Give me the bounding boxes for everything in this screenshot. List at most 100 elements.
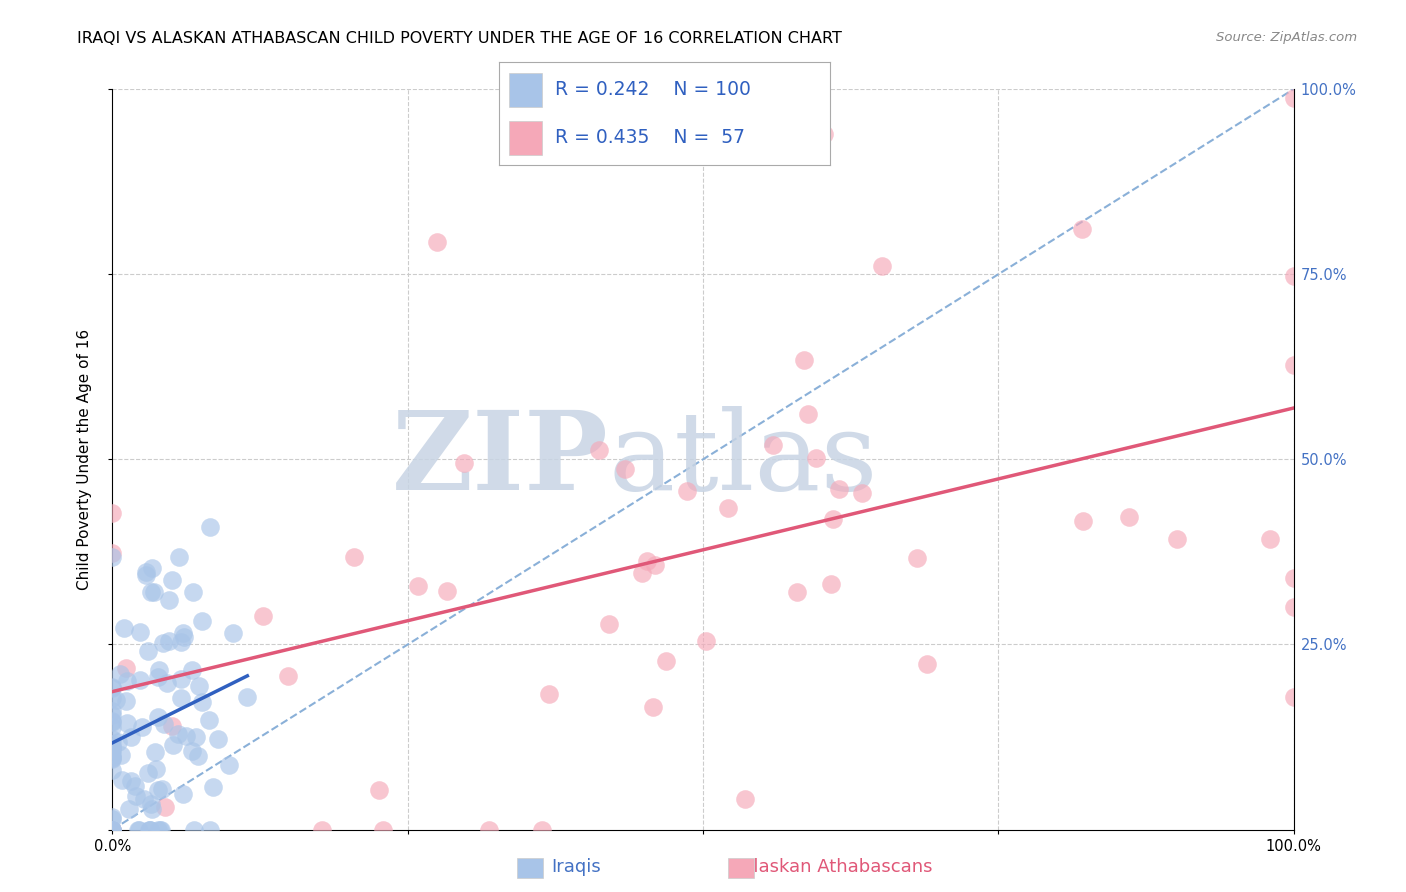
Point [101, 720, 124, 734]
Point [870, 259, 893, 273]
Point [101, 822, 124, 837]
Point [152, 782, 174, 797]
Point [636, 553, 658, 567]
Y-axis label: Child Poverty Under the Age of 16: Child Poverty Under the Age of 16 [77, 329, 93, 590]
Point [101, 810, 124, 824]
Point [174, 729, 197, 743]
Point [191, 695, 214, 709]
Point [172, 787, 194, 801]
Point [172, 626, 194, 640]
Point [1282, 91, 1305, 105]
Point [101, 708, 124, 723]
Point [311, 822, 333, 837]
Point [167, 727, 190, 741]
Point [167, 549, 190, 564]
Point [101, 740, 124, 755]
Point [851, 486, 873, 500]
Point [187, 748, 209, 763]
Point [1282, 358, 1305, 372]
Point [796, 408, 818, 422]
Point [139, 822, 162, 837]
Point [120, 730, 142, 744]
Point [828, 483, 851, 497]
Point [184, 730, 207, 744]
Point [138, 765, 160, 780]
Point [183, 822, 205, 837]
Point [1073, 514, 1095, 528]
Point [813, 127, 835, 141]
Point [143, 585, 166, 599]
Point [101, 546, 124, 560]
Point [695, 633, 717, 648]
Point [124, 779, 146, 793]
Point [277, 669, 299, 683]
Text: atlas: atlas [609, 406, 879, 513]
Point [170, 691, 193, 706]
Point [101, 751, 124, 765]
Point [101, 680, 124, 694]
Point [343, 549, 366, 564]
Point [101, 822, 124, 837]
Point [153, 799, 176, 814]
Point [111, 772, 134, 787]
Point [141, 802, 163, 816]
Point [101, 506, 124, 520]
Text: ZIP: ZIP [392, 406, 609, 513]
Point [132, 792, 155, 806]
Point [252, 608, 274, 623]
Point [200, 520, 222, 534]
Point [101, 822, 124, 837]
Point [1258, 532, 1281, 546]
Point [588, 442, 610, 457]
Point [478, 822, 501, 837]
Point [141, 561, 163, 575]
Point [160, 573, 183, 587]
Point [181, 663, 204, 677]
Point [236, 690, 259, 704]
Point [101, 764, 124, 778]
Point [1282, 571, 1305, 585]
Point [804, 450, 827, 465]
Point [101, 812, 124, 826]
Text: Iraqis: Iraqis [551, 858, 602, 876]
Point [537, 687, 560, 701]
Point [530, 822, 553, 837]
Point [101, 822, 124, 837]
Point [101, 749, 124, 764]
Point [181, 584, 204, 599]
Point [101, 747, 124, 762]
Point [101, 751, 124, 765]
Point [101, 822, 124, 837]
Point [139, 822, 162, 837]
Point [162, 719, 184, 733]
Point [149, 822, 172, 837]
Point [141, 797, 163, 811]
Point [188, 679, 211, 693]
Text: Source: ZipAtlas.com: Source: ZipAtlas.com [1216, 31, 1357, 45]
Point [453, 456, 475, 470]
Point [222, 625, 245, 640]
Point [716, 501, 738, 516]
Point [136, 644, 159, 658]
Point [101, 704, 124, 718]
Point [734, 792, 756, 806]
Point [641, 700, 664, 714]
Point [762, 438, 785, 452]
Point [101, 681, 124, 695]
Point [191, 614, 214, 628]
Point [218, 758, 240, 772]
Point [170, 672, 193, 686]
Point [112, 621, 135, 635]
Point [371, 822, 394, 837]
Point [125, 789, 148, 803]
Point [115, 694, 138, 708]
Point [907, 550, 929, 565]
Point [148, 783, 170, 797]
Point [105, 693, 128, 707]
Point [821, 512, 844, 526]
Point [598, 617, 620, 632]
Point [1282, 690, 1305, 704]
Point [820, 576, 842, 591]
Point [198, 713, 221, 727]
Point [1071, 222, 1094, 236]
